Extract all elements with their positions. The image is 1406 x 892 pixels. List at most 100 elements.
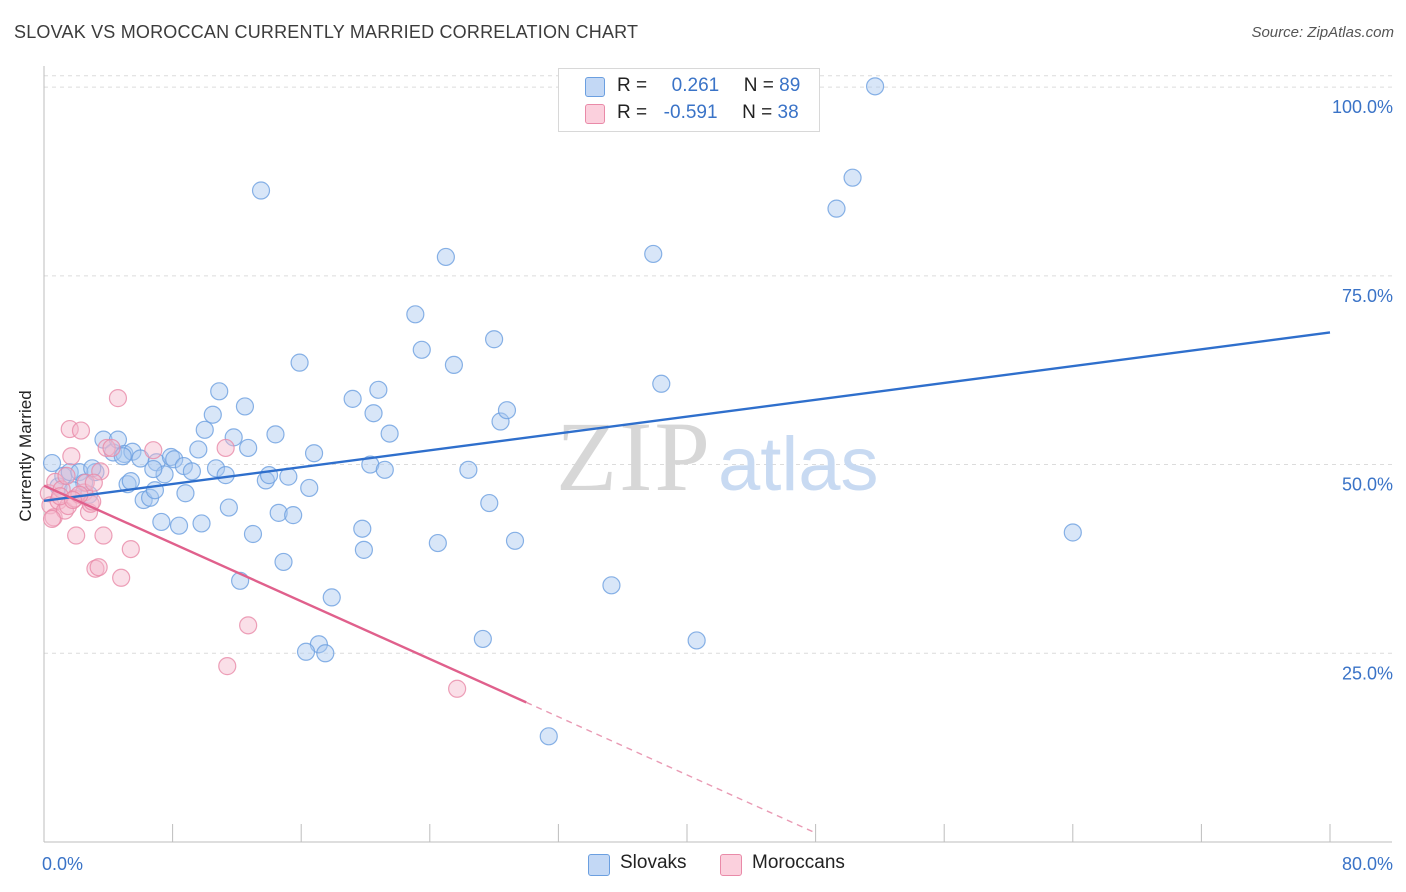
bottom-legend-label-slovaks: Slovaks <box>620 852 687 873</box>
slovak-point <box>144 459 163 479</box>
slovak-point <box>459 460 478 479</box>
moroccan-point <box>97 438 116 458</box>
slovak-point <box>304 444 324 463</box>
moroccan-point <box>62 447 81 466</box>
slovak-point <box>539 727 558 746</box>
legend-r-value: 0.261 <box>671 75 720 96</box>
slovak-point <box>473 629 492 649</box>
slovak-point <box>375 460 394 479</box>
axes <box>43 66 1392 843</box>
y-tick-label: 50.0% <box>1342 475 1393 495</box>
tick-labels: 100.0% 75.0% 50.0% 25.0% 0.0% 80.0% <box>42 97 1393 874</box>
y-tick-label: 25.0% <box>1342 663 1393 683</box>
slovak-point <box>165 450 184 469</box>
legend: R = 0.261 N = 89 R = -0.591 N = 38 <box>558 68 820 132</box>
slovak-point <box>203 405 222 424</box>
slovak-point <box>290 353 309 372</box>
watermark: ZIP atlas <box>556 401 879 512</box>
slovak-point <box>182 462 201 481</box>
slovak-point <box>219 498 238 517</box>
slovak-point <box>353 519 372 538</box>
slovak-point <box>505 531 525 550</box>
slovak-point <box>145 481 165 500</box>
slovak-point <box>42 453 62 473</box>
slovak-point <box>300 478 319 498</box>
slovak-point <box>243 524 263 544</box>
slovak-point <box>485 330 504 349</box>
slovak-point <box>176 484 195 503</box>
moroccan-point <box>57 466 76 485</box>
trend-line-moroccans-extension <box>525 701 816 834</box>
trend-lines <box>43 331 1331 834</box>
legend-r-value: -0.591 <box>663 102 718 123</box>
bottom-legend-swatch-moroccans <box>720 854 742 876</box>
moroccan-point <box>239 616 258 635</box>
chart-title: SLOVAK VS MOROCCAN CURRENTLY MARRIED COR… <box>14 22 639 42</box>
slovak-point <box>369 380 388 399</box>
slovak-point <box>497 401 517 420</box>
slovak-point <box>364 404 383 423</box>
slovak-point <box>687 631 706 650</box>
bottom-legend-label-moroccans: Moroccans <box>752 852 845 873</box>
slovak-point <box>189 440 208 459</box>
slovak-point <box>316 644 335 663</box>
legend-n-value: 89 <box>779 75 801 96</box>
slovak-point <box>652 374 671 393</box>
slovak-point <box>155 465 174 484</box>
slovak-point <box>169 516 189 535</box>
series-moroccans <box>39 389 467 698</box>
slovak-point <box>1063 523 1082 542</box>
slovak-point <box>161 447 181 467</box>
y-tick-label: 100.0% <box>1332 97 1393 117</box>
moroccan-point <box>216 438 235 458</box>
moroccan-point <box>121 539 140 559</box>
slovak-point <box>192 514 211 533</box>
moroccan-point <box>67 526 86 545</box>
slovak-point <box>827 199 846 218</box>
watermark-zip: ZIP <box>556 401 712 512</box>
moroccan-point <box>112 568 131 587</box>
slovak-point <box>644 244 663 264</box>
legend-n-label: N = <box>743 75 774 96</box>
moroccan-point <box>63 490 83 510</box>
legend-n-label: N = <box>742 102 773 123</box>
source-label: Source: ZipAtlas.com <box>1251 24 1394 41</box>
slovak-point <box>296 642 316 661</box>
slovak-point <box>380 424 399 443</box>
moroccan-point <box>89 558 108 577</box>
moroccan-point <box>42 509 62 529</box>
slovak-point <box>428 533 447 553</box>
slovak-point <box>210 382 229 401</box>
moroccan-point <box>71 421 91 440</box>
slovak-point <box>284 506 303 525</box>
slovak-point <box>121 472 140 491</box>
slovak-point <box>322 588 341 607</box>
slovak-point <box>206 459 226 478</box>
slovak-point <box>266 425 285 444</box>
legend-r-label: R = <box>617 75 648 96</box>
slovak-point <box>235 397 255 416</box>
bottom-legend: Slovaks Moroccans <box>0 852 1406 878</box>
x-tick-label-min: 0.0% <box>42 854 83 874</box>
x-tick-label-max: 80.0% <box>1342 854 1393 874</box>
legend-swatch-slovaks <box>585 77 605 97</box>
slovak-point <box>412 340 431 359</box>
gridlines <box>44 75 1392 654</box>
legend-n-value: 38 <box>777 102 799 123</box>
bottom-legend-swatch-slovaks <box>588 854 610 876</box>
watermark-atlas: atlas <box>718 422 879 507</box>
slovak-point <box>269 503 288 522</box>
slovak-point <box>436 247 455 267</box>
slovak-point <box>195 420 214 439</box>
slovak-point <box>251 181 271 200</box>
moroccan-point <box>94 526 113 545</box>
slovak-point <box>259 466 279 485</box>
slovak-point <box>865 77 885 96</box>
slovak-point <box>843 168 862 187</box>
slovak-point <box>239 438 258 458</box>
y-tick-label: 75.0% <box>1342 286 1393 306</box>
moroccan-point <box>448 679 467 698</box>
series-slovaks <box>42 77 1082 746</box>
legend-r-label: R = <box>617 102 648 123</box>
slovak-point <box>444 355 464 375</box>
